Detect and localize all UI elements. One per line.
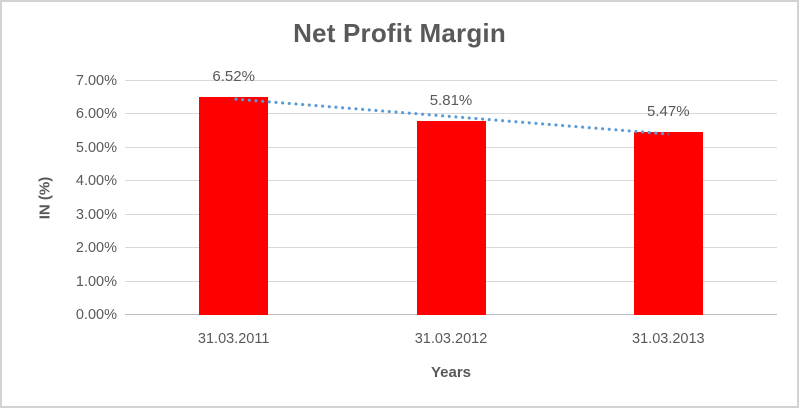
data-label: 5.47% [647,103,690,121]
y-tick-label: 3.00% [75,206,117,223]
x-axis-title: Years [430,364,472,381]
bar-31.03.2011 [199,97,269,315]
data-label: 6.52% [212,68,255,86]
y-tick-label: 6.00% [75,106,117,123]
data-label: 5.81% [429,91,473,109]
chart-title: Net Profit Margin [293,18,506,48]
x-tick-label: 31.03.2012 [414,331,488,347]
x-tick-label: 31.03.2013 [632,331,705,347]
x-tick-label: 31.03.2011 [197,331,270,347]
plot-area: 6.52% 5.81% 5.47% [125,68,777,315]
y-tick-label: 1.00% [75,273,117,290]
y-tick-label: 7.00% [75,73,117,89]
bar-31.03.2013 [633,132,703,315]
gridline [125,80,777,81]
y-tick-label: 4.00% [75,173,117,190]
y-tick-label: 2.00% [75,240,117,257]
y-tick-label: 5.00% [75,139,117,156]
bar-31.03.2012 [416,120,486,315]
y-tick-label: 0.00% [75,307,117,323]
